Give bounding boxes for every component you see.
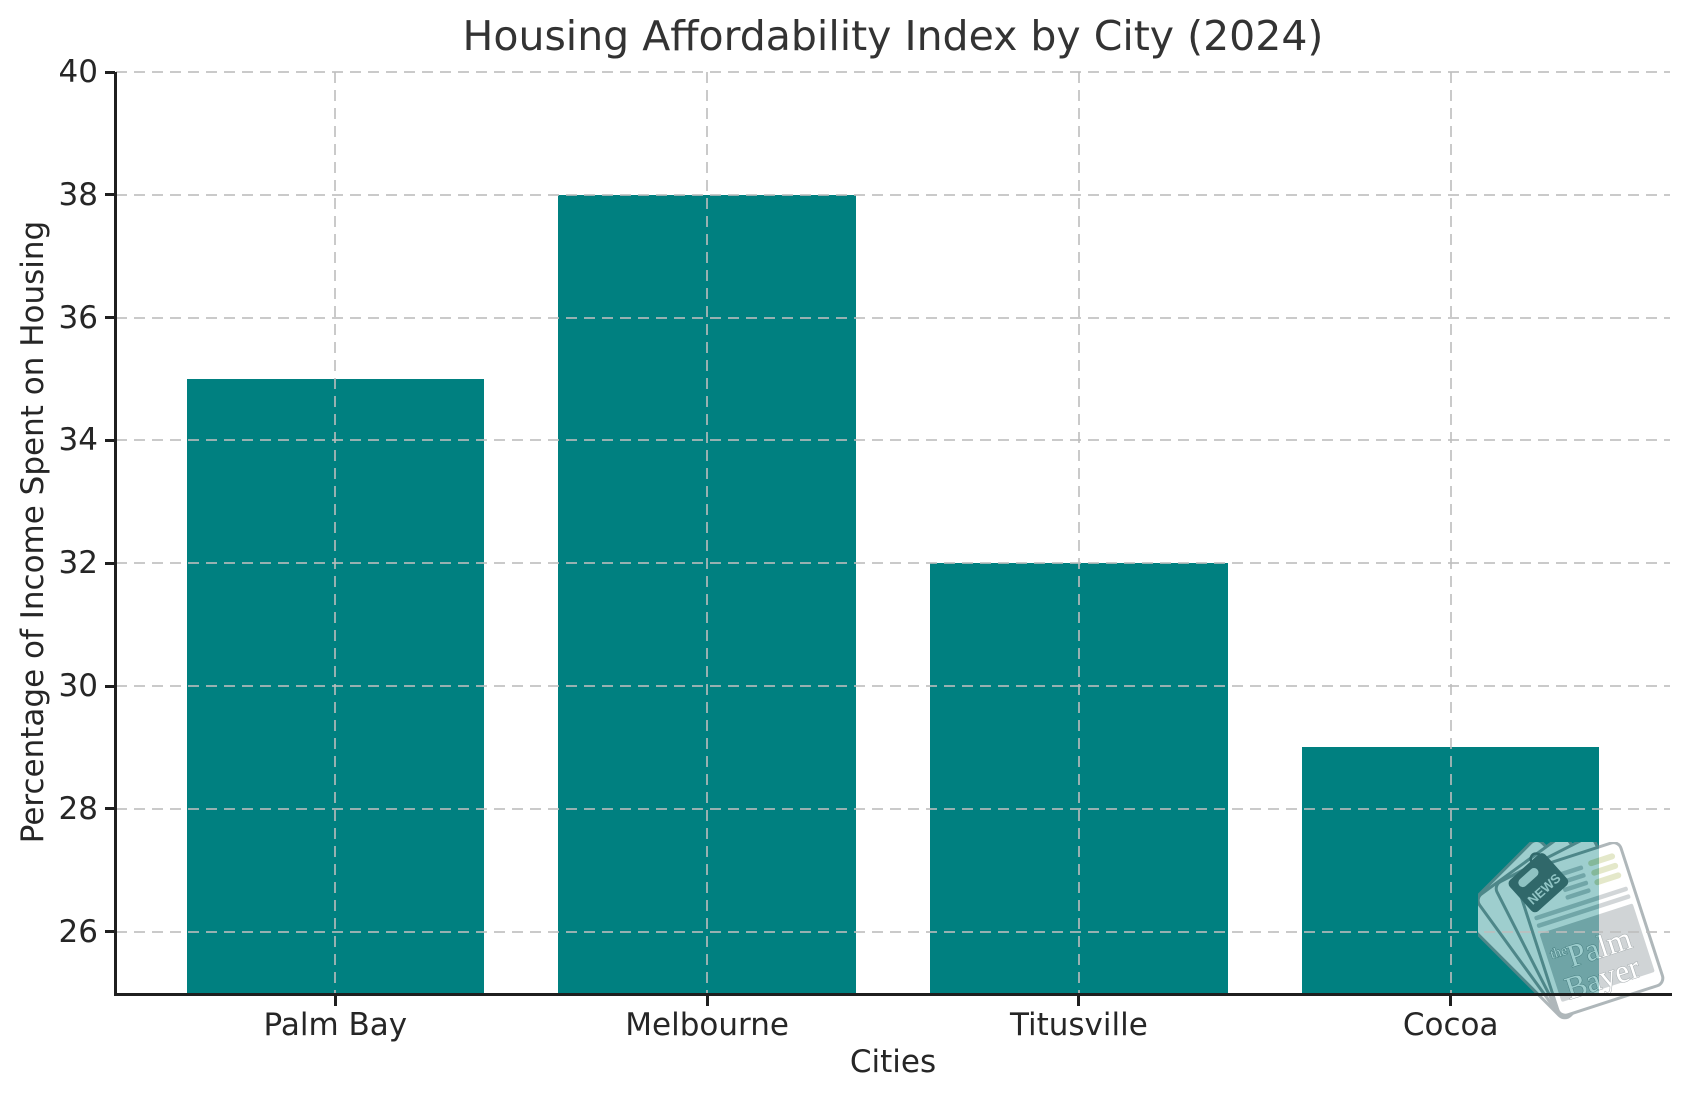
x-tick-mark [333,996,337,1006]
y-axis-spine [114,72,117,996]
y-tick-mark [105,193,115,197]
v-gridline [334,72,337,993]
y-tick-mark [105,438,115,442]
y-tick-label: 34 [58,422,98,459]
x-axis-label: Cities [849,1044,937,1080]
v-gridline [1077,72,1080,993]
y-tick-label: 28 [58,790,98,827]
x-tick-mark [1077,996,1081,1006]
plot-area: the Palm Bayer NEWS [116,71,1670,1020]
v-gridline [1449,72,1452,993]
y-tick-label: 30 [58,668,98,704]
h-gridline [116,562,1670,565]
h-gridline [116,71,1670,73]
h-gridline [116,439,1670,442]
y-tick-mark [105,684,115,688]
h-gridline [116,316,1670,319]
h-gridline [116,807,1670,810]
h-gridline [116,930,1670,933]
y-tick-mark [105,316,115,320]
h-gridline [116,685,1670,687]
y-tick-label: 38 [58,176,98,213]
y-tick-mark [105,807,115,811]
y-tick-mark [105,70,115,74]
x-tick-label: Palm Bay [263,1007,408,1043]
y-tick-label: 32 [58,545,98,582]
x-tick-mark [705,996,709,1006]
h-gridline [116,193,1670,196]
y-tick-mark [105,930,115,934]
y-tick-label: 40 [58,54,98,90]
x-tick-mark [1449,996,1453,1006]
x-tick-label: Titusville [1009,1007,1148,1043]
x-tick-label: Melbourne [625,1007,789,1043]
y-tick-label: 26 [58,913,98,950]
x-axis-spine [114,993,1672,996]
x-tick-label: Cocoa [1402,1007,1499,1043]
y-tick-mark [105,561,115,565]
chart-title: Housing Affordability Index by City (202… [462,12,1324,60]
v-gridline [706,72,709,993]
y-tick-label: 36 [58,299,98,336]
